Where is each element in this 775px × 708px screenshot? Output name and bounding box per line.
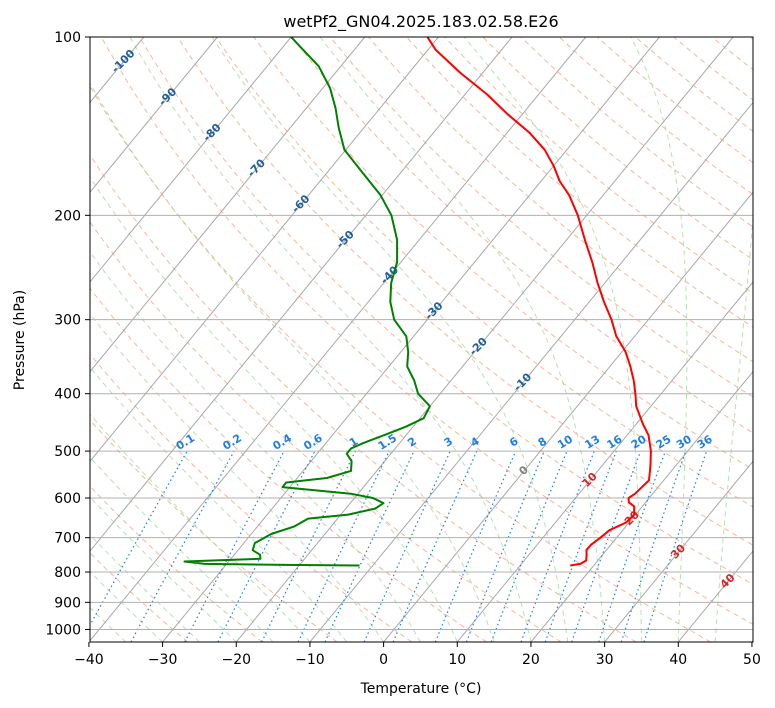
y-axis-label: Pressure (hPa) [12,290,28,390]
x-tick-label: 10 [448,652,466,668]
x-tick-label: 30 [596,652,614,668]
y-tick-label: 400 [54,387,81,403]
isotherm-line [90,37,513,552]
plot-frame [89,36,754,643]
dry-adiabat-line [100,37,753,625]
dry-adiabat-line [368,37,753,363]
moist-adiabat-line [463,37,642,642]
x-axis-label: Temperature (°C) [360,681,482,697]
mixing-ratio-line [643,450,708,642]
isotherm-line [604,460,753,642]
dry-adiabat-line [90,287,487,642]
y-tick-label: 600 [54,491,81,507]
moist-adiabat-line [90,251,421,642]
y-tick-label: 800 [54,565,81,581]
isotherm-line [235,37,734,642]
moist-adiabat-line [90,176,458,642]
moist-adiabat-line [90,456,274,642]
background-lines [90,37,753,642]
x-tick-label: −20 [221,652,251,668]
x-tick-label: −40 [74,652,104,668]
profile-series [183,37,652,567]
x-tick-label: −30 [148,652,178,668]
mixing-ratio-line [598,450,666,642]
moist-adiabat-line [714,210,753,642]
dry-adiabat-line [90,485,263,642]
moist-adiabat-line [129,37,532,642]
moist-adiabat-line [319,37,606,642]
chart-title: wetPf2_GN04.2025.183.02.58.E26 [283,12,558,32]
moist-adiabat-line [211,37,569,642]
moist-adiabat-line [90,366,348,642]
x-tick-label: 50 [743,652,761,668]
dewpoint-profile-line [183,37,431,567]
x-tick-label: 20 [522,652,540,668]
temperature-profile-line [426,37,652,567]
dry-adiabat-line [90,353,413,642]
moist-adiabat-line [630,37,688,642]
isotherm-line [530,370,753,642]
isotherm-line [456,281,753,642]
mixing-ratio-line [261,450,357,642]
isotherm-line [90,37,366,373]
dry-adiabat-line [90,153,637,642]
y-tick-label: 300 [54,313,81,329]
dry-adiabat-line [90,85,711,642]
dry-adiabat-line [138,37,753,585]
mixing-ratio-line [324,450,415,642]
mixing-ratio-line [130,450,235,642]
dry-adiabat-line [291,37,753,434]
moist-adiabat-line [90,82,495,642]
x-tick-label: 0 [379,652,388,668]
isotherm-line [90,37,587,642]
isotherm-line [90,37,292,283]
axes: −40 −30 −20 −10 0 10 20 30 40 50 100 200 300 400 500 60… [45,30,761,668]
y-tick-label: 100 [54,30,81,46]
isotherm-line [309,101,753,642]
y-tick-label: 1000 [45,622,81,638]
mixing-ratio-line [520,450,595,642]
mixing-ratio-line [297,450,390,642]
dry-adiabat-line [215,37,753,508]
mixing-ratio-line [620,450,687,642]
y-tick-label: 500 [54,444,81,460]
y-tick-label: 200 [54,208,81,224]
dry-adiabat-line [90,552,189,642]
isotherm-line [90,37,439,463]
x-tick-label: 40 [669,652,687,668]
isotherm-line [383,191,753,642]
dry-adiabat-line [90,221,562,642]
x-tick-label: −10 [295,652,325,668]
y-tick-label: 700 [54,531,81,547]
mixing-ratio-line [490,450,568,642]
isotherm-line [162,37,660,642]
isotherm-line [90,37,218,193]
y-tick-label: 900 [54,595,81,611]
